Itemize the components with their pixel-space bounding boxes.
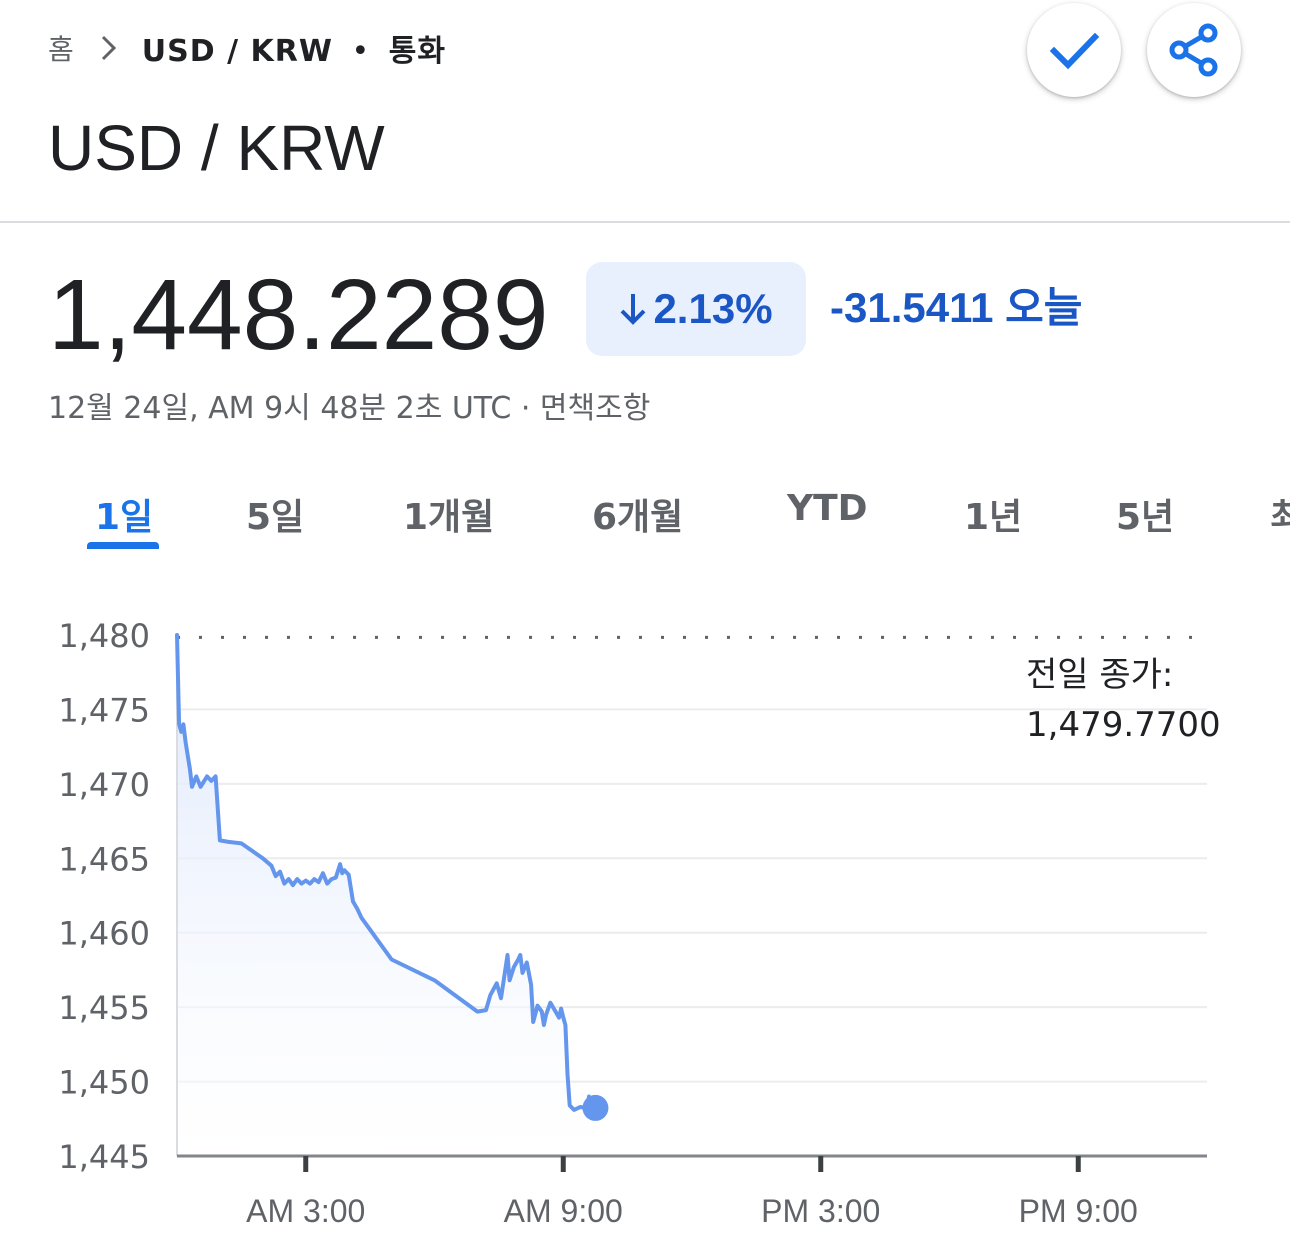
- tab-ytd[interactable]: YTD: [787, 488, 868, 529]
- tab-6m[interactable]: 6개월: [592, 497, 684, 538]
- change-percent-badge: 2.13%: [586, 262, 806, 356]
- arrow-down-icon: [621, 294, 646, 325]
- current-price: 1,448.2289: [48, 259, 549, 371]
- x-tick-label: PM 9:00: [1019, 1193, 1138, 1229]
- previous-close: 전일 종가: 1,479.7700: [1026, 650, 1221, 750]
- tab-1m[interactable]: 1개월: [403, 497, 495, 538]
- tab-max[interactable]: 최: [1270, 497, 1290, 538]
- breadcrumb-home-link[interactable]: 홈: [48, 33, 74, 66]
- y-tick-label: 1,470: [58, 766, 150, 804]
- chevron-right-icon: [100, 34, 118, 62]
- tab-5d[interactable]: 5일: [246, 497, 305, 538]
- change-absolute: -31.5411 오늘: [830, 284, 1083, 331]
- price-chart-svg: 1,480 1,475 1,470 1,465 1,460 1,455 1,450 1,445…: [58, 617, 1207, 1229]
- x-tick-label: PM 3:00: [761, 1193, 880, 1229]
- change-percent: 2.13%: [653, 285, 773, 332]
- y-tick-label: 1,455: [58, 989, 150, 1027]
- previous-close-value: 1,479.7700: [1026, 705, 1221, 745]
- active-tab-indicator: [87, 542, 159, 549]
- breadcrumb-symbol: USD / KRW: [141, 34, 333, 69]
- price-line: [175, 633, 598, 1112]
- share-button[interactable]: [1147, 3, 1241, 97]
- tab-1y[interactable]: 1년: [964, 497, 1023, 538]
- follow-button[interactable]: [1027, 3, 1121, 97]
- breadcrumb-current: USD / KRW • 통화: [142, 26, 446, 70]
- breadcrumb-separator: •: [351, 34, 371, 69]
- header-divider: [0, 221, 1290, 223]
- x-tick-label: AM 9:00: [504, 1193, 623, 1229]
- tab-1d[interactable]: 1일: [95, 497, 154, 538]
- page-title: USD / KRW: [48, 112, 385, 184]
- breadcrumb-category: 통화: [388, 34, 446, 69]
- y-tick-label: 1,450: [58, 1064, 150, 1102]
- previous-close-label: 전일 종가:: [1026, 655, 1174, 695]
- quote-timestamp: 12월 24일, AM 9시 48분 2초 UTC · 면책조항: [48, 391, 651, 426]
- y-tick-label: 1,475: [58, 691, 150, 729]
- y-tick-label: 1,445: [58, 1138, 150, 1176]
- price-chart[interactable]: 1,480 1,475 1,470 1,465 1,460 1,455 1,450 1,445…: [0, 600, 1290, 1240]
- y-tick-label: 1,460: [58, 915, 150, 953]
- y-tick-label: 1,465: [58, 840, 150, 878]
- price-area: [177, 635, 596, 1156]
- tab-5y[interactable]: 5년: [1116, 497, 1175, 538]
- current-price-dot: [582, 1094, 609, 1121]
- x-tick-label: AM 3:00: [246, 1193, 365, 1229]
- y-tick-label: 1,480: [58, 617, 150, 655]
- breadcrumb: 홈 USD / KRW • 통화: [48, 26, 446, 70]
- check-icon: [1049, 32, 1100, 70]
- time-range-tabs: 1일 5일 1개월 6개월 YTD 1년 5년 최: [0, 480, 1290, 550]
- share-icon: [1169, 23, 1218, 77]
